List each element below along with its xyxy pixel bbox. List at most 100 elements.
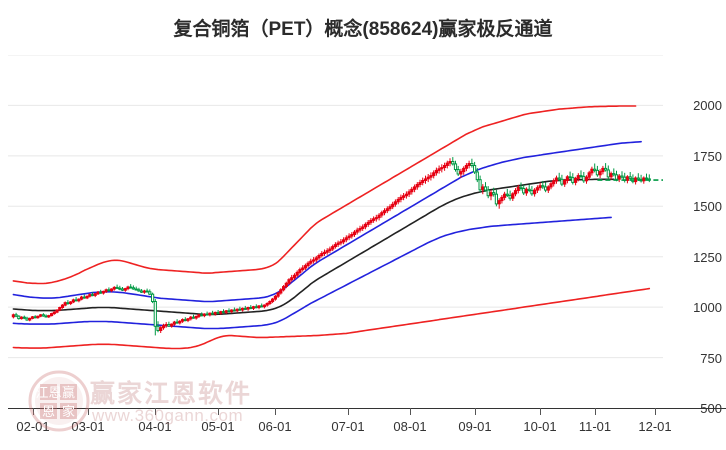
candlestick <box>58 306 62 312</box>
candlestick <box>191 314 196 319</box>
candlestick <box>28 317 32 322</box>
candlestick <box>290 274 294 282</box>
candlestick <box>77 298 81 303</box>
candlestick <box>123 287 127 292</box>
candlestick <box>336 240 340 247</box>
candlestick <box>571 173 575 185</box>
candlestick <box>93 293 97 298</box>
candlestick <box>361 224 365 231</box>
candlestick <box>216 310 220 314</box>
candlestick <box>39 314 43 318</box>
x-axis-tick <box>155 408 156 415</box>
candlestick <box>41 313 45 317</box>
candlestick <box>200 312 204 317</box>
candlestick <box>631 174 635 184</box>
candlestick <box>118 285 122 291</box>
candlestick <box>80 295 84 301</box>
candlestick <box>549 181 553 190</box>
candlestick <box>598 169 602 178</box>
candlestick <box>257 305 261 310</box>
x-axis-tick-label: 12-01 <box>638 419 672 434</box>
x-axis-tick <box>33 408 34 415</box>
candlestick <box>33 315 37 319</box>
candlestick <box>224 310 228 314</box>
candlestick <box>134 286 138 291</box>
candlestick <box>492 187 496 197</box>
candlestick <box>612 168 616 177</box>
candlestick <box>421 177 425 186</box>
candlestick <box>82 294 86 299</box>
candlestick <box>309 258 313 266</box>
candlestick <box>50 312 54 317</box>
candlestick <box>156 321 160 333</box>
candlestick <box>85 295 89 300</box>
candlestick <box>276 291 280 298</box>
candlestick <box>462 166 466 175</box>
candlestick <box>254 304 258 309</box>
candlestick <box>213 311 217 316</box>
candlestick <box>208 312 212 317</box>
candlestick <box>503 191 507 201</box>
candlestick <box>434 167 438 176</box>
candlestick <box>251 305 256 310</box>
candlestick <box>230 309 234 314</box>
candlestick <box>167 321 171 327</box>
chart-plot-area <box>8 55 663 408</box>
candlestick <box>235 308 239 313</box>
candlestick <box>202 313 207 318</box>
candlestick <box>260 303 264 308</box>
candlestick <box>587 170 591 181</box>
candlestick <box>473 161 477 174</box>
candlestick <box>306 261 310 268</box>
indicator-line <box>12 178 615 316</box>
x-axis-tick <box>88 408 89 415</box>
candlestick <box>71 298 76 304</box>
indicator-line <box>12 105 637 285</box>
candlestick <box>511 192 515 201</box>
candlestick <box>604 163 608 172</box>
x-axis-tick <box>275 408 276 415</box>
candlestick <box>328 246 332 254</box>
candlestick <box>508 190 512 201</box>
candlestick <box>363 222 367 230</box>
candlestick <box>333 242 337 249</box>
candlestick <box>243 305 247 310</box>
candlestick <box>467 160 471 169</box>
x-axis-tick-label: 05-01 <box>201 419 235 434</box>
candlestick <box>101 290 106 295</box>
candlestick <box>393 199 397 207</box>
candlestick <box>241 307 245 312</box>
candlestick <box>20 316 24 320</box>
candlestick <box>164 322 168 328</box>
candlestick <box>183 317 187 322</box>
candlestick <box>475 168 479 183</box>
x-axis-tick-label: 02-01 <box>16 419 50 434</box>
page-title: 复合铜箔（PET）概念(858624)赢家极反通道 <box>173 19 553 40</box>
candlestick <box>69 301 73 306</box>
candlestick <box>563 178 567 187</box>
candlestick <box>271 297 275 304</box>
y-axis-tick-label: 1750 <box>693 148 722 164</box>
x-axis-tick <box>218 408 219 415</box>
candlestick <box>459 168 463 178</box>
candlestick <box>339 239 343 246</box>
candlestick <box>544 182 548 193</box>
candlestick <box>366 220 370 227</box>
candlestick <box>625 175 629 184</box>
candlestick <box>63 301 67 307</box>
candlestick <box>292 273 297 280</box>
indicator-line <box>12 216 612 330</box>
candlestick <box>342 237 346 245</box>
candlestick-chart <box>8 55 663 359</box>
candlestick <box>325 248 329 255</box>
candlestick <box>22 315 26 320</box>
candlestick <box>590 166 594 176</box>
candlestick <box>115 284 119 289</box>
candlestick <box>268 300 272 306</box>
candlestick <box>232 307 237 312</box>
candlestick <box>396 197 400 205</box>
candlestick <box>60 304 65 309</box>
candlestick <box>352 230 357 237</box>
y-axis-tick-label: 2000 <box>693 98 722 114</box>
